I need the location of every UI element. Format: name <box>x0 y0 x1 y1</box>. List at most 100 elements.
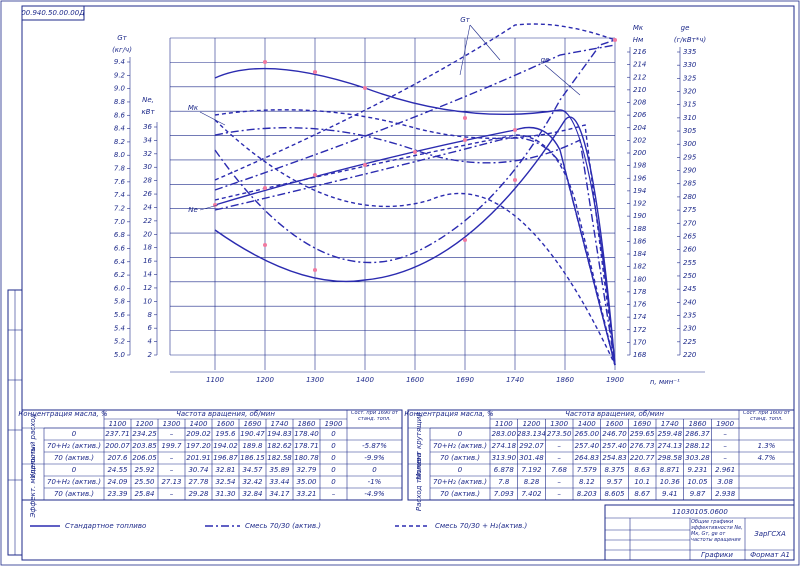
table-cell: – <box>170 466 174 474</box>
table-cell: 7.192 <box>521 466 542 474</box>
table-cell: 189.8 <box>242 442 263 450</box>
tick-label: 18 <box>143 244 152 252</box>
ge-curve <box>214 119 616 366</box>
table-cell: 4.7% <box>758 454 776 462</box>
x-tick-label: 1690 <box>456 376 474 384</box>
title-block: 11030105.0600 Общие графики эффективност… <box>604 504 795 561</box>
tick-label: 270 <box>683 219 697 227</box>
table-column: 1740 <box>271 420 289 428</box>
gt-curve <box>214 23 616 181</box>
table-cell: 7.68 <box>551 466 567 474</box>
table-column: 1400 <box>190 420 208 428</box>
tick-label: 240 <box>683 298 697 306</box>
tick-label: 12 <box>143 284 152 292</box>
table-cell: 27.13 <box>161 478 181 486</box>
table-column: 1100 <box>109 420 127 428</box>
tick-label: 28 <box>143 177 152 185</box>
table-cell: 70 (актив.) <box>440 490 480 498</box>
table-cell: 9.57 <box>607 478 623 486</box>
table-cell: 0 <box>72 430 77 438</box>
tick-label: 9.4 <box>114 58 125 66</box>
table-cell: 273.50 <box>547 430 572 438</box>
tick-label: 10 <box>143 297 152 305</box>
table-cell: 29.28 <box>188 490 209 498</box>
table-group: Момент крутящий <box>415 412 423 480</box>
organization: ЗарГСХА <box>754 530 786 538</box>
table-cell: 27.78 <box>188 478 209 486</box>
legend: Стандартное топливо Смесь 70/30 (актив.)… <box>30 522 527 530</box>
table-cell: 32.54 <box>215 478 235 486</box>
table-cell: 0 <box>458 466 463 474</box>
legend-label: Стандартное топливо <box>65 522 146 530</box>
table-cell: 30.74 <box>188 466 208 474</box>
table-cell: 1.3% <box>758 442 776 450</box>
table-cell: 7.093 <box>494 490 514 498</box>
gt-curve <box>214 44 616 191</box>
table-cell: 220.77 <box>630 454 655 462</box>
table-cell: 70+H₂ (актив.) <box>433 478 487 486</box>
tick-label: 225 <box>683 338 697 346</box>
tick-label: 180 <box>633 275 647 283</box>
table-cell: 0 <box>458 430 463 438</box>
annotation: Gт <box>460 16 470 24</box>
tick-label: 245 <box>683 285 697 293</box>
tick-label: 178 <box>633 288 647 296</box>
x-tick-label: 1600 <box>406 376 424 384</box>
tick-label: 280 <box>683 193 697 201</box>
axis-title: (кг/ч) <box>112 46 132 54</box>
table-cell: 6.878 <box>494 466 515 474</box>
table-cell: -1% <box>368 478 382 486</box>
tick-label: 7.2 <box>114 205 126 213</box>
callouts <box>199 24 581 211</box>
annotation: ge <box>541 56 550 64</box>
tick-label: 30 <box>143 163 152 171</box>
table-cell: 265.00 <box>575 430 600 438</box>
tick-label: 168 <box>633 351 647 359</box>
table-cell: 10.36 <box>660 478 681 486</box>
table-cell: 257.40 <box>602 442 627 450</box>
table-cell: 274.18 <box>492 442 517 450</box>
tick-label: 235 <box>683 311 697 319</box>
tick-label: 14 <box>143 271 152 279</box>
tick-label: 174 <box>633 313 646 321</box>
table-cell: 209.02 <box>186 430 211 438</box>
table-cell: 70 (актив.) <box>440 454 480 462</box>
tick-label: 7.4 <box>114 191 125 199</box>
legend-label: Смесь 70/30 (актив.) <box>245 522 321 530</box>
tick-label: 182 <box>633 263 647 271</box>
table-cell: 200.07 <box>105 442 130 450</box>
table-header: Частота вращения, об/мин <box>176 410 275 418</box>
table-cell: – <box>170 454 174 462</box>
tick-label: 310 <box>683 114 697 122</box>
tick-label: 320 <box>683 88 697 96</box>
table-cell: 0 <box>331 454 336 462</box>
table-group: Удельный расход <box>29 413 37 478</box>
tick-label: 204 <box>633 124 646 132</box>
tick-label: 260 <box>683 246 697 254</box>
table-cell: 32.42 <box>242 478 263 486</box>
table-cell: 8.605 <box>604 490 625 498</box>
axis-title: ge <box>681 24 690 32</box>
table-cell: – <box>723 430 727 438</box>
table-cell: -9.9% <box>364 454 385 462</box>
tick-label: 250 <box>683 272 697 280</box>
drawing-name-box: Общие графики эффективности Ne, Mк, Gт, … <box>691 519 743 543</box>
x-tick-label: 1200 <box>256 376 274 384</box>
tick-label: 305 <box>683 127 697 135</box>
table-cell: 7.402 <box>521 490 542 498</box>
format: Формат А1 <box>750 551 790 559</box>
axis-title: Ne, <box>142 96 154 104</box>
table-cell: 8.63 <box>634 466 650 474</box>
tick-label: 8.6 <box>114 111 126 119</box>
table-cell: 196.87 <box>213 454 238 462</box>
annotation: Ne <box>188 206 198 214</box>
table-cell: 70 (актив.) <box>54 454 94 462</box>
annotation: Mк <box>188 104 199 112</box>
table-cell: 313.90 <box>492 454 517 462</box>
table-cell: 34.57 <box>242 466 263 474</box>
table-cell: 9.231 <box>687 466 707 474</box>
table-cell: 283.00 <box>492 430 517 438</box>
tick-label: 8.2 <box>114 138 126 146</box>
table-cell: 283.134 <box>517 430 546 438</box>
table-cell: -4.9% <box>364 490 385 498</box>
